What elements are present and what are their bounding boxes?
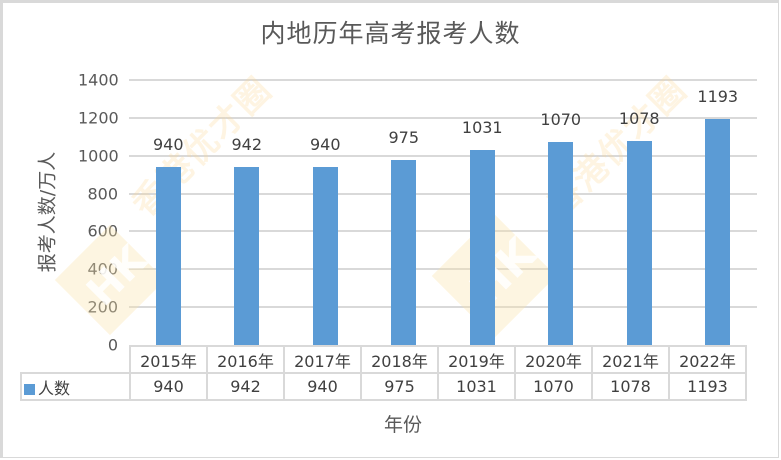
chart-title: 内地历年高考报考人数 — [260, 19, 521, 48]
legend-entry: 人数 — [20, 372, 131, 401]
value-cell: 1078 — [591, 372, 670, 401]
bar-value-label: 1070 — [540, 110, 582, 130]
bar-value-label: 1031 — [461, 117, 503, 137]
bar-value-label: 975 — [388, 128, 420, 148]
y-tick-label: 200 — [87, 297, 118, 317]
bar — [312, 167, 338, 345]
bar — [234, 166, 260, 345]
bar-value-label: 940 — [152, 135, 184, 155]
bar — [391, 160, 417, 345]
bar-value-label: 1078 — [618, 108, 660, 128]
value-cell: 975 — [360, 372, 439, 401]
bar — [626, 140, 652, 345]
value-cell: 940 — [129, 372, 208, 401]
value-cell: 1070 — [514, 372, 593, 401]
gridline — [129, 268, 757, 271]
category-cell: 2022年 — [668, 345, 747, 374]
bar — [469, 149, 495, 345]
gridline — [129, 116, 757, 119]
y-tick-label: 0 — [107, 335, 118, 355]
x-axis-title: 年份 — [384, 414, 423, 436]
category-cell: 2021年 — [591, 345, 670, 374]
category-cell: 2015年 — [129, 345, 208, 374]
bar — [705, 119, 731, 345]
y-tick-label: 1200 — [78, 108, 119, 128]
gridline — [129, 230, 757, 233]
y-tick-label: 1000 — [78, 146, 119, 166]
y-tick-label: 600 — [87, 221, 118, 241]
bar — [548, 142, 574, 345]
bar-value-label: 940 — [309, 135, 341, 155]
value-cell: 942 — [206, 372, 285, 401]
value-cell: 1031 — [437, 372, 516, 401]
gridline — [129, 192, 757, 195]
gridline — [129, 306, 757, 309]
bar — [155, 167, 181, 345]
value-cell: 1193 — [668, 372, 747, 401]
category-cell: 2020年 — [514, 345, 593, 374]
legend-label: 人数 — [38, 378, 71, 398]
bar-value-label: 942 — [231, 134, 263, 154]
y-tick-label: 800 — [87, 184, 118, 204]
category-cell: 2016年 — [206, 345, 285, 374]
gridline — [129, 79, 757, 81]
y-tick-label: 1400 — [78, 70, 119, 90]
gridline — [129, 154, 757, 157]
category-cell: 2018年 — [360, 345, 439, 374]
data-table-row: 人数 940 942 940 975 1031 1070 1078 1193 — [20, 372, 747, 401]
category-cell: 2017年 — [283, 345, 362, 374]
legend-swatch-icon — [24, 383, 35, 395]
value-cell: 940 — [283, 372, 362, 401]
category-cell: 2019年 — [437, 345, 516, 374]
data-table-header-row: 2015年 2016年 2017年 2018年 2019年 2020年 2021… — [21, 345, 747, 374]
data-table-corner — [21, 346, 131, 374]
data-table: 2015年 2016年 2017年 2018年 2019年 2020年 2021… — [20, 345, 747, 401]
y-axis-title: 报考人数/万人 — [36, 151, 59, 273]
y-tick-label: 400 — [87, 259, 118, 279]
bar-value-label: 1193 — [697, 87, 739, 107]
